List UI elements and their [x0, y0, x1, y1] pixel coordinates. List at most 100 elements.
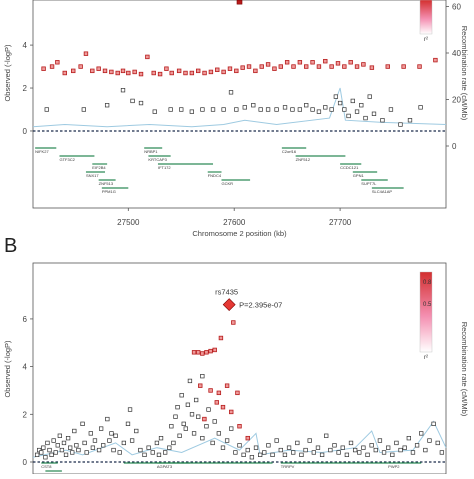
gene-label: GTF3C2 [59, 157, 75, 162]
snp-point-low-ld [394, 440, 399, 446]
snp-point-low-ld [228, 90, 234, 95]
snp-point-low-ld [278, 447, 283, 453]
snp-point-low-ld [212, 419, 217, 424]
legend-footer: r² [424, 37, 428, 43]
recombination-rate-line [32, 87, 447, 128]
snp-point-high-ld [221, 69, 226, 75]
snp-point-high-ld [169, 70, 174, 76]
gene-label: CST8 [41, 464, 52, 469]
snp-point-low-ld [251, 103, 256, 108]
snp-point-low-ld [402, 445, 407, 450]
snp-point-low-ld [406, 436, 411, 441]
gene-label: GPN1 [353, 173, 365, 178]
snp-point-low-ld [419, 431, 424, 436]
snp-point-high-ld [151, 70, 156, 76]
snp-point-high-ld [49, 64, 55, 69]
y-tick-label: 0 [23, 127, 28, 136]
snp-point-high-ld [246, 64, 252, 69]
snp-point-low-ld [439, 450, 445, 455]
y-tick-label: 6 [23, 315, 28, 324]
y-right-tick-label: 20 [452, 96, 461, 105]
snp-point-high-ld [310, 60, 315, 65]
snp-point-low-ld [104, 103, 110, 108]
snp-point-low-ld [120, 88, 126, 93]
snp-point-low-ld [265, 107, 271, 112]
snp-point-high-ld [342, 64, 347, 69]
snp-point-high-ld [323, 58, 328, 64]
snp-point-low-ld [388, 107, 394, 112]
snp-point-low-ld [150, 450, 155, 455]
snp-point-low-ld [111, 447, 116, 453]
snp-point-high-ld [234, 68, 239, 74]
snp-point-low-ld [200, 374, 205, 379]
y-axis-label: Observed (-logP) [3, 340, 12, 398]
snp-point-low-ld [156, 452, 162, 457]
snp-point-high-ld [240, 65, 245, 70]
snp-point-low-ld [171, 440, 176, 446]
snp-point-high-ld [216, 390, 222, 396]
snp-point-low-ld [315, 445, 321, 450]
y-right-axis-label: Recombination rate (cM/Mb) [460, 26, 469, 121]
snp-point-high-ld [62, 70, 67, 76]
snp-point-low-ld [282, 452, 288, 457]
snp-point-low-ld [328, 447, 333, 453]
snp-point-low-ld [371, 111, 377, 116]
snp-point-low-ld [34, 452, 40, 457]
snp-point-low-ld [291, 450, 296, 455]
snp-point-low-ld [72, 428, 77, 434]
snp-point-low-ld [427, 438, 432, 443]
snp-point-high-ld [202, 416, 207, 422]
snp-point-low-ld [381, 450, 387, 455]
snp-point-high-ld [138, 71, 144, 77]
snp-point-high-ld [259, 64, 264, 69]
snp-point-low-ld [158, 436, 164, 441]
snp-point-low-ld [130, 98, 135, 104]
snp-point-low-ld [350, 98, 355, 104]
snp-point-low-ld [117, 450, 122, 455]
gene-label: C2orf16 [282, 149, 297, 154]
snp-point-low-ld [233, 450, 238, 455]
snp-point-high-ld [329, 64, 334, 69]
snp-point-low-ld [183, 426, 188, 431]
snp-point-low-ld [53, 450, 58, 455]
snp-point-high-ld [224, 383, 230, 388]
ld-legend-bar [419, 271, 433, 353]
snp-point-high-ld [176, 68, 182, 74]
ld-legend-bar [419, 0, 433, 35]
lead-snp-diamond [222, 298, 236, 312]
snp-point-low-ld [398, 447, 403, 453]
snp-point-high-ld [90, 68, 95, 74]
gene-label: KRTCAP3 [148, 157, 167, 162]
snp-point-low-ld [43, 455, 48, 460]
snp-point-low-ld [299, 452, 304, 457]
snp-point-low-ld [348, 440, 354, 446]
snp-point-low-ld [96, 447, 102, 453]
y-tick-label: 2 [23, 84, 28, 93]
snp-point-high-ld [231, 320, 236, 325]
snp-point-high-ld [272, 66, 277, 71]
gene-label: ZNF513 [99, 181, 114, 186]
snp-point-low-ld [337, 100, 343, 106]
snp-point-low-ld [47, 447, 52, 453]
lead-snp-point [236, 0, 243, 5]
snp-point-high-ld [215, 67, 220, 72]
snp-point-high-ld [191, 350, 197, 355]
snp-point-high-ld [208, 388, 213, 393]
snp-point-low-ld [311, 450, 316, 455]
snp-point-high-ld [235, 390, 240, 396]
snp-point-low-ld [369, 443, 374, 448]
snp-point-high-ld [183, 70, 188, 76]
gene-label: PWP2 [388, 464, 400, 469]
snp-point-high-ld [145, 54, 150, 60]
snp-point-low-ld [113, 433, 118, 438]
snp-point-low-ld [245, 447, 250, 453]
gene-label: SLC4A1AP [372, 189, 393, 194]
y-right-tick-label: 60 [452, 3, 461, 12]
snp-point-low-ld [333, 94, 339, 99]
y-right-tick-label: 40 [452, 49, 461, 58]
snp-point-low-ld [237, 443, 242, 448]
snp-point-low-ld [332, 443, 337, 448]
snp-point-low-ld [142, 452, 147, 457]
